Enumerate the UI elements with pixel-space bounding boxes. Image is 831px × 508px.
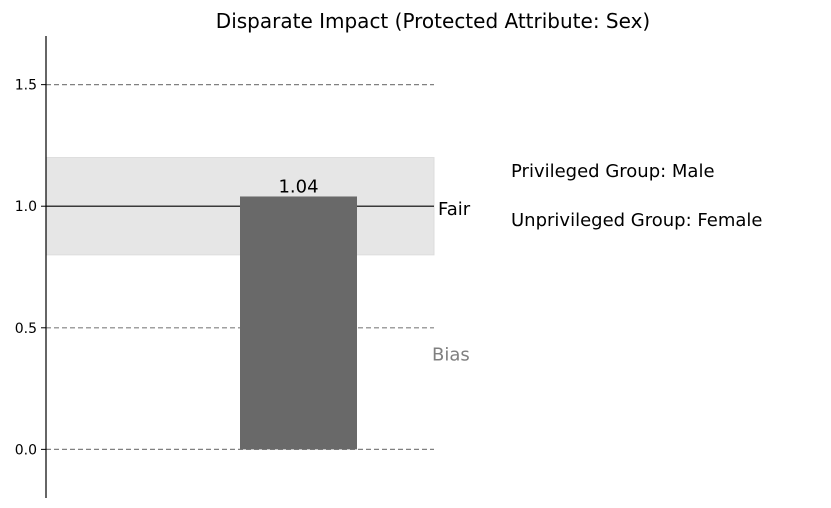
unprivileged-group-annotation: Unprivileged Group: Female bbox=[511, 210, 762, 231]
privileged-group-annotation: Privileged Group: Male bbox=[511, 161, 715, 182]
y-tick-label-3: 1.5 bbox=[15, 78, 37, 94]
bar-0 bbox=[240, 196, 357, 450]
fair-label: Fair bbox=[438, 199, 471, 220]
y-tick-label-1: 0.5 bbox=[15, 321, 37, 337]
chart-title: Disparate Impact (Protected Attribute: S… bbox=[216, 9, 650, 33]
y-tick-label-2: 1.0 bbox=[15, 199, 37, 215]
y-tick-label-0: 0.0 bbox=[15, 442, 37, 458]
bar-value-label-0: 1.04 bbox=[278, 176, 318, 197]
bias-label: Bias bbox=[432, 345, 470, 366]
